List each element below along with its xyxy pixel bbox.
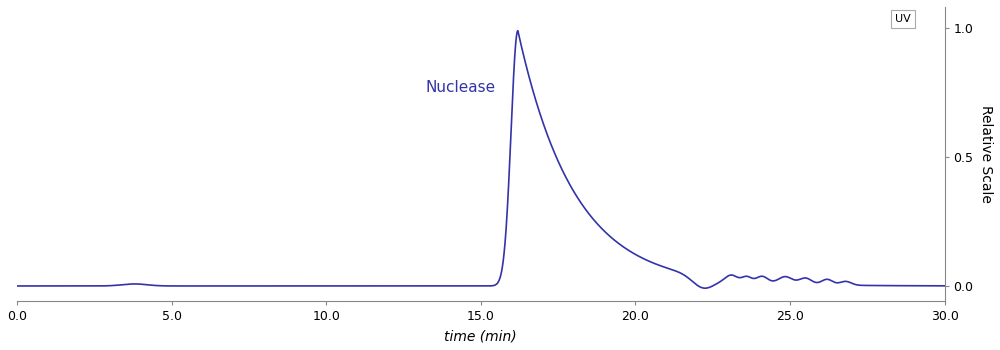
Text: Nuclease: Nuclease — [425, 80, 495, 95]
Text: UV: UV — [895, 14, 911, 24]
X-axis label: time (min): time (min) — [444, 329, 517, 343]
Y-axis label: Relative Scale: Relative Scale — [979, 105, 993, 203]
